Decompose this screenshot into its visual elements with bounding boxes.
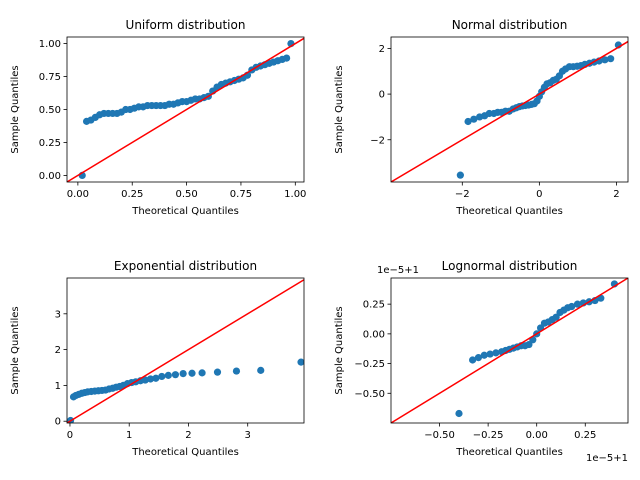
- x-axis-label: Theoretical Quantiles: [131, 206, 239, 217]
- x-axis-label: Theoretical Quantiles: [455, 447, 563, 458]
- x-tick-label: 0: [536, 189, 542, 200]
- y-tick-label: −2: [370, 135, 385, 146]
- x-tick-label: 1.00: [284, 189, 306, 200]
- axes-frame: [390, 36, 629, 183]
- y-tick-label: 0: [379, 90, 385, 101]
- y-axis-label: Sample Quantiles: [10, 306, 21, 394]
- data-point: [525, 340, 533, 349]
- x-tick-label: −0.25: [473, 430, 504, 441]
- subplot-1: 0.00 0.25 0.50 0.75 1.00 0.00 0.25 0.50 0.75 1.00…: [10, 18, 306, 217]
- data-point: [492, 349, 500, 357]
- chart-title: Lognormal distribution: [442, 259, 578, 273]
- y-tick-label: 1: [55, 381, 61, 392]
- x-tick-label: 2: [185, 430, 191, 441]
- data-point: [456, 171, 464, 179]
- data-point: [470, 115, 478, 123]
- y-offset-label: 1e−5+1: [377, 265, 419, 276]
- x-tick-label: −0.50: [424, 430, 455, 441]
- data-point: [468, 356, 477, 364]
- data-point: [257, 366, 265, 374]
- data-point: [464, 117, 472, 126]
- data-point: [607, 55, 615, 63]
- y-axis-label: Sample Quantiles: [334, 306, 345, 394]
- reference-line: [391, 278, 628, 423]
- reference-line: [67, 279, 304, 423]
- chart-title: Uniform distribution: [126, 18, 246, 32]
- data-point: [213, 368, 222, 376]
- data-point: [552, 313, 560, 321]
- y-tick-label: 0.75: [39, 72, 61, 83]
- y-tick-label: −0.25: [354, 359, 385, 370]
- y-axis-label: Sample Quantiles: [334, 65, 345, 153]
- y-tick-label: 2: [379, 44, 385, 55]
- data-point: [232, 367, 241, 375]
- x-tick-label: 0: [67, 430, 73, 441]
- data-point: [179, 369, 187, 378]
- x-tick-label: 1: [126, 430, 132, 441]
- x-tick-label: 0.00: [526, 430, 548, 441]
- data-point: [158, 372, 166, 381]
- plot-content: [67, 37, 304, 182]
- data-point: [198, 369, 206, 377]
- x-offset-label: 1e−5+1: [586, 453, 628, 464]
- x-tick-label: 0.00: [67, 189, 89, 200]
- data-point: [474, 354, 483, 362]
- data-point: [141, 376, 149, 384]
- reference-line: [67, 37, 304, 182]
- axes-frame: [390, 277, 629, 424]
- data-point: [146, 375, 155, 383]
- y-tick-label: 3: [55, 309, 61, 320]
- plot-content: [67, 279, 304, 423]
- reference-line: [391, 40, 628, 182]
- data-point: [601, 56, 609, 64]
- chart-title: Exponential distribution: [114, 259, 257, 273]
- y-tick-label: 1.00: [39, 39, 61, 50]
- y-tick-label: 0.00: [363, 329, 385, 340]
- x-tick-label: 0.25: [574, 430, 596, 441]
- data-point: [188, 369, 196, 377]
- x-axis-label: Theoretical Quantiles: [455, 206, 563, 217]
- x-axis-label: Theoretical Quantiles: [131, 447, 239, 458]
- data-point: [486, 350, 494, 358]
- x-tick-label: 0.25: [121, 189, 143, 200]
- y-tick-label: 0.00: [39, 171, 61, 182]
- data-point: [455, 409, 463, 418]
- y-tick-label: 0.25: [363, 300, 385, 311]
- data-point: [297, 358, 304, 366]
- data-point: [152, 374, 160, 382]
- y-tick-label: 2: [55, 345, 61, 356]
- x-tick-label: 0.50: [175, 189, 197, 200]
- x-tick-label: 2: [613, 189, 619, 200]
- axes-frame: [66, 277, 305, 424]
- y-tick-label: 0.25: [39, 138, 61, 149]
- x-tick-label: −2: [455, 189, 470, 200]
- x-tick-label: 0.75: [230, 189, 252, 200]
- data-point: [171, 371, 180, 379]
- subplot-4: −0.50 −0.25 0.00 0.25 −0.50 −0.25 0.00 0.25 Logn…: [334, 259, 629, 464]
- subplot-3: 0 1 2 3 0 1 2 3 Exponential distribution Theoreti…: [10, 259, 305, 458]
- data-point: [480, 351, 488, 359]
- y-tick-label: 0: [55, 417, 61, 428]
- plot-content: [391, 40, 628, 182]
- x-tick-label: 3: [245, 430, 251, 441]
- subplot-2: −2 0 2 −2 0 2 Normal distribution Theoretical Q…: [334, 18, 629, 217]
- data-point: [568, 302, 576, 311]
- data-point: [283, 54, 291, 62]
- data-point: [573, 300, 582, 308]
- data-point: [164, 371, 172, 379]
- y-axis-label: Sample Quantiles: [10, 65, 21, 153]
- y-tick-label: 0.50: [39, 105, 61, 116]
- plot-content: [391, 278, 628, 423]
- y-tick-label: −0.50: [354, 389, 385, 400]
- chart-title: Normal distribution: [452, 18, 568, 32]
